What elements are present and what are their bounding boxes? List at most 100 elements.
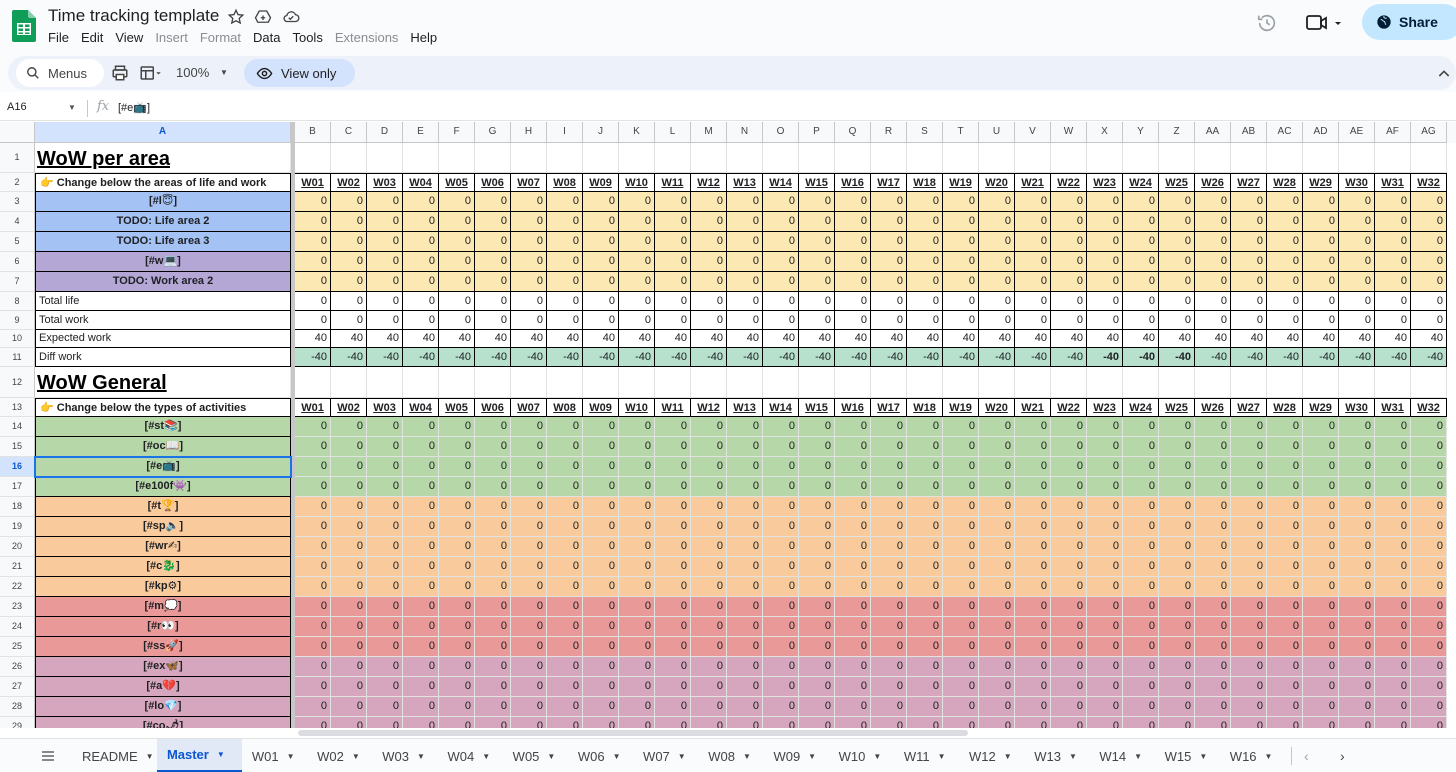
value-cell[interactable]: 0 [799,477,835,497]
value-cell[interactable]: 0 [1339,537,1375,557]
zoom-select[interactable]: 100% [176,65,210,80]
week-header-cell[interactable]: W05 [439,173,475,192]
value-cell[interactable]: 0 [403,212,439,232]
value-cell[interactable]: 0 [1159,192,1195,212]
value-cell[interactable]: 0 [331,497,367,517]
grid-cell[interactable] [331,367,367,398]
value-cell[interactable]: 0 [1015,272,1051,292]
value-cell[interactable]: 0 [979,697,1015,717]
value-cell[interactable]: 0 [403,577,439,597]
value-cell[interactable]: 0 [1015,617,1051,637]
week-header-cell[interactable]: W30 [1339,173,1375,192]
sheets-logo-icon[interactable] [12,10,36,42]
value-cell[interactable]: 0 [619,192,655,212]
value-cell[interactable]: 0 [439,597,475,617]
row-header[interactable]: 21 [0,557,35,577]
value-cell[interactable]: 0 [943,311,979,330]
value-cell[interactable]: 0 [1375,677,1411,697]
column-header-y[interactable]: Y [1123,122,1159,143]
grid-cell[interactable] [1159,143,1195,173]
menu-file[interactable]: File [48,30,69,45]
menus-search-button[interactable]: Menus [16,59,104,87]
value-cell[interactable]: 0 [1267,557,1303,577]
value-cell[interactable]: 0 [691,477,727,497]
value-cell[interactable]: 0 [367,557,403,577]
value-cell[interactable]: 0 [439,497,475,517]
value-cell[interactable]: 0 [1231,597,1267,617]
value-cell[interactable]: 0 [475,537,511,557]
week-header-cell[interactable]: W25 [1159,398,1195,417]
row-header[interactable]: 4 [0,212,35,232]
value-cell[interactable]: 0 [655,311,691,330]
value-cell[interactable]: 0 [475,617,511,637]
value-cell[interactable]: 0 [475,192,511,212]
value-cell[interactable]: 0 [655,272,691,292]
value-cell[interactable]: 0 [1087,192,1123,212]
grid-cell[interactable] [1267,143,1303,173]
value-cell[interactable]: 0 [475,292,511,311]
column-header-t[interactable]: T [943,122,979,143]
value-cell[interactable]: 0 [943,577,979,597]
value-cell[interactable]: 0 [799,657,835,677]
value-cell[interactable]: 0 [763,232,799,252]
value-cell[interactable]: 0 [1267,232,1303,252]
value-cell[interactable]: 0 [1087,657,1123,677]
value-cell[interactable]: 0 [547,577,583,597]
document-title[interactable]: Time tracking template [48,6,220,25]
value-cell[interactable]: 0 [475,577,511,597]
value-cell[interactable]: 0 [871,517,907,537]
grid-cell[interactable] [1087,143,1123,173]
value-cell[interactable]: 0 [871,192,907,212]
value-cell[interactable]: 0 [871,577,907,597]
value-cell[interactable]: 0 [439,577,475,597]
value-cell[interactable]: 0 [1303,477,1339,497]
value-cell[interactable]: 0 [583,517,619,537]
value-cell[interactable]: 0 [295,272,331,292]
value-cell[interactable]: -40 [511,348,547,367]
grid-cell[interactable] [799,367,835,398]
value-cell[interactable]: 0 [727,617,763,637]
value-cell[interactable]: 0 [511,577,547,597]
value-cell[interactable]: 40 [367,330,403,348]
value-cell[interactable]: 0 [1195,537,1231,557]
value-cell[interactable]: 0 [1051,577,1087,597]
value-cell[interactable]: 0 [1375,292,1411,311]
value-cell[interactable]: 0 [583,557,619,577]
value-cell[interactable]: 0 [1159,437,1195,457]
value-cell[interactable]: 0 [907,311,943,330]
value-cell[interactable]: 0 [511,617,547,637]
value-cell[interactable]: 0 [655,697,691,717]
value-cell[interactable]: 0 [1303,272,1339,292]
name-box-caret-icon[interactable]: ▼ [68,103,76,112]
value-cell[interactable]: 0 [1267,272,1303,292]
value-cell[interactable]: 0 [511,697,547,717]
column-header-a[interactable]: A [35,122,291,143]
value-cell[interactable]: 0 [1087,637,1123,657]
value-cell[interactable]: 0 [763,577,799,597]
value-cell[interactable]: 40 [727,330,763,348]
value-cell[interactable]: -40 [943,348,979,367]
value-cell[interactable]: 0 [907,637,943,657]
value-cell[interactable]: 0 [979,417,1015,437]
row-header[interactable]: 25 [0,637,35,657]
value-cell[interactable]: 0 [439,417,475,437]
value-cell[interactable]: 0 [835,697,871,717]
value-cell[interactable]: 0 [475,437,511,457]
value-cell[interactable]: 0 [835,292,871,311]
value-cell[interactable]: 40 [1195,330,1231,348]
value-cell[interactable]: 0 [1123,617,1159,637]
value-cell[interactable]: 0 [1375,657,1411,677]
value-cell[interactable]: 0 [439,637,475,657]
sheet-tab-w06[interactable]: W06 ▼ [568,739,633,772]
row-header[interactable]: 27 [0,677,35,697]
value-cell[interactable]: 0 [1231,457,1267,477]
value-cell[interactable]: 0 [331,292,367,311]
value-cell[interactable]: 0 [907,557,943,577]
week-header-cell[interactable]: W20 [979,173,1015,192]
value-cell[interactable]: 0 [1231,677,1267,697]
value-cell[interactable]: 0 [547,677,583,697]
value-cell[interactable]: 0 [1087,212,1123,232]
value-cell[interactable]: 0 [871,232,907,252]
value-cell[interactable]: 0 [1087,292,1123,311]
grid-cell[interactable] [1051,143,1087,173]
